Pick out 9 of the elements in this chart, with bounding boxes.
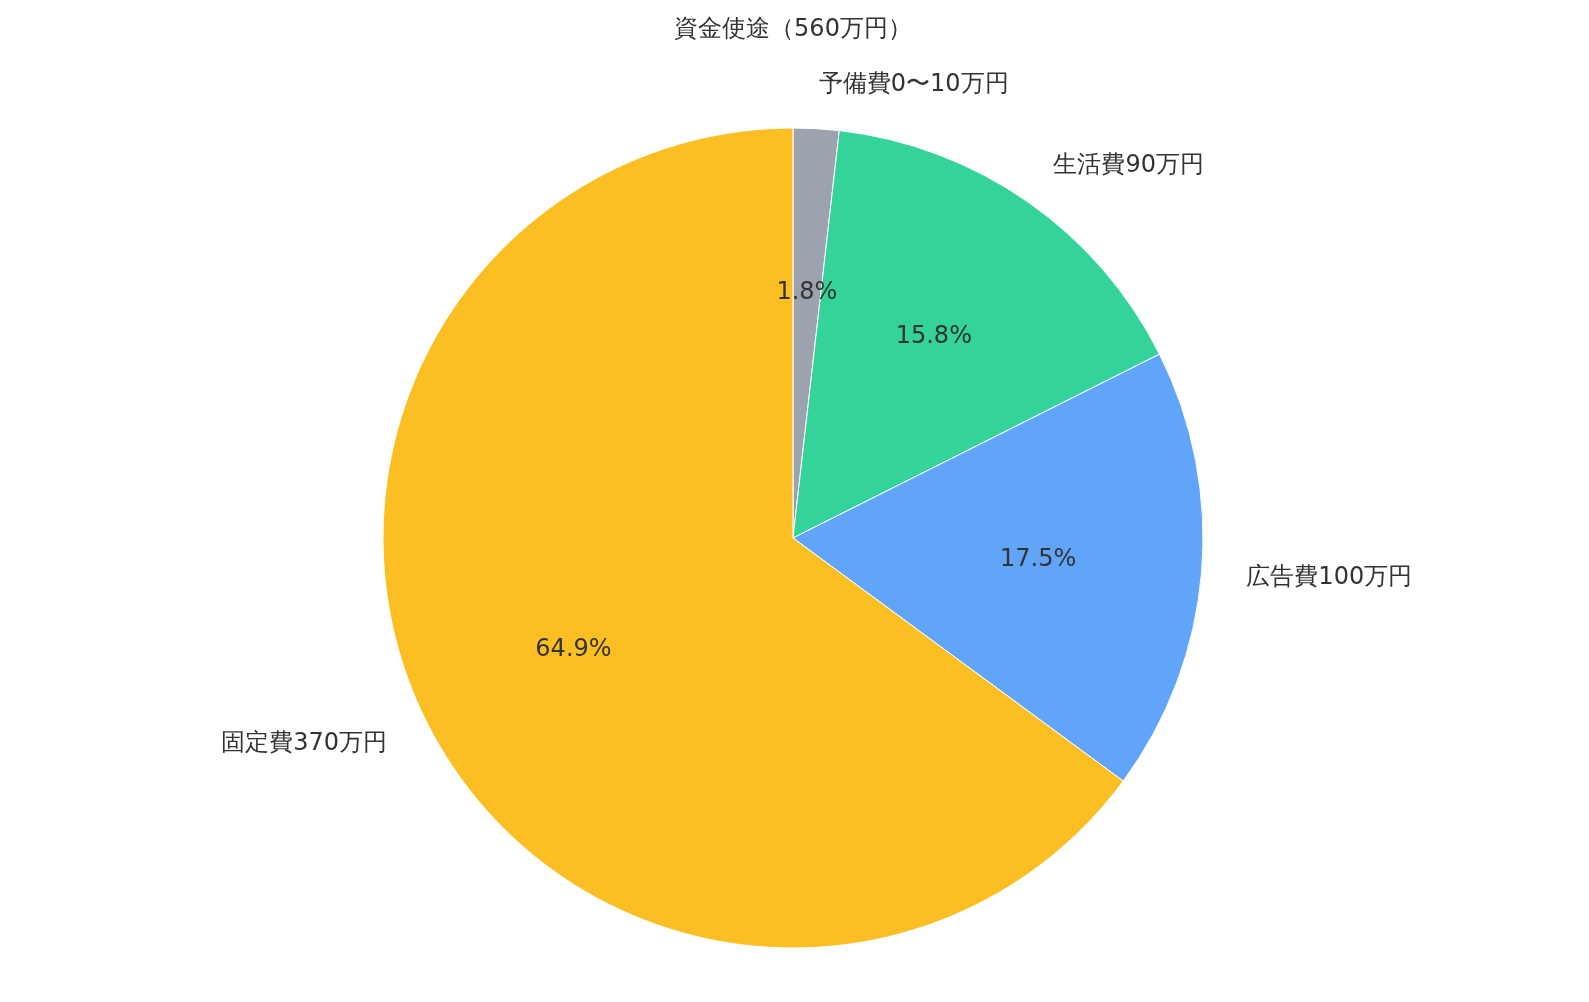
slice-label: 広告費100万円	[1246, 561, 1413, 590]
slice-label: 予備費0〜10万円	[818, 68, 1009, 97]
data-label: 1.8%	[776, 277, 838, 306]
slice-label: 生活費90万円	[1053, 149, 1204, 178]
data-label: 64.9%	[535, 633, 612, 662]
slice-label: 固定費370万円	[221, 728, 387, 757]
data-label: 15.8%	[895, 321, 972, 350]
data-label: 17.5%	[999, 543, 1077, 572]
chart-title: 資金使途（560万円）	[674, 14, 912, 42]
